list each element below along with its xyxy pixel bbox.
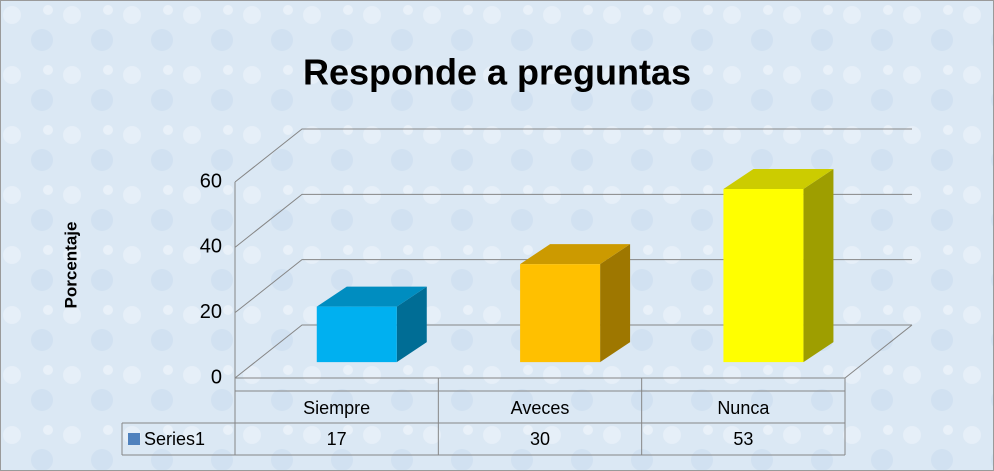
chart-title: Responde a preguntas bbox=[303, 52, 691, 93]
grid-line bbox=[234, 128, 912, 183]
legend-key bbox=[128, 433, 140, 445]
grid-line bbox=[234, 193, 912, 248]
x-tick-label: Nunca bbox=[717, 398, 770, 418]
x-tick-label: Siempre bbox=[303, 398, 370, 418]
bar-top bbox=[723, 168, 834, 189]
table-value: 53 bbox=[733, 429, 753, 449]
grid-line bbox=[234, 259, 912, 314]
y-tick-label: 40 bbox=[200, 236, 222, 258]
x-tick-label: Aveces bbox=[511, 398, 570, 418]
bar-side bbox=[803, 168, 834, 363]
bar-front bbox=[316, 306, 397, 363]
bar-top bbox=[316, 286, 427, 307]
y-tick-label: 20 bbox=[200, 301, 222, 323]
table-value: 30 bbox=[530, 429, 550, 449]
bar-front bbox=[723, 188, 804, 363]
table-value: 17 bbox=[327, 429, 347, 449]
grid-line bbox=[234, 324, 912, 379]
y-tick-label: 0 bbox=[211, 366, 222, 388]
bar bbox=[723, 168, 834, 363]
legend-label: Series1 bbox=[144, 429, 205, 449]
bar bbox=[316, 286, 427, 363]
bar-front bbox=[520, 264, 601, 363]
y-tick-label: 60 bbox=[200, 170, 222, 192]
bar bbox=[520, 244, 631, 363]
y-axis-label: Porcentaje bbox=[61, 222, 80, 309]
bar-side bbox=[396, 286, 427, 363]
bar-top bbox=[520, 244, 631, 265]
bar-side bbox=[600, 244, 631, 363]
